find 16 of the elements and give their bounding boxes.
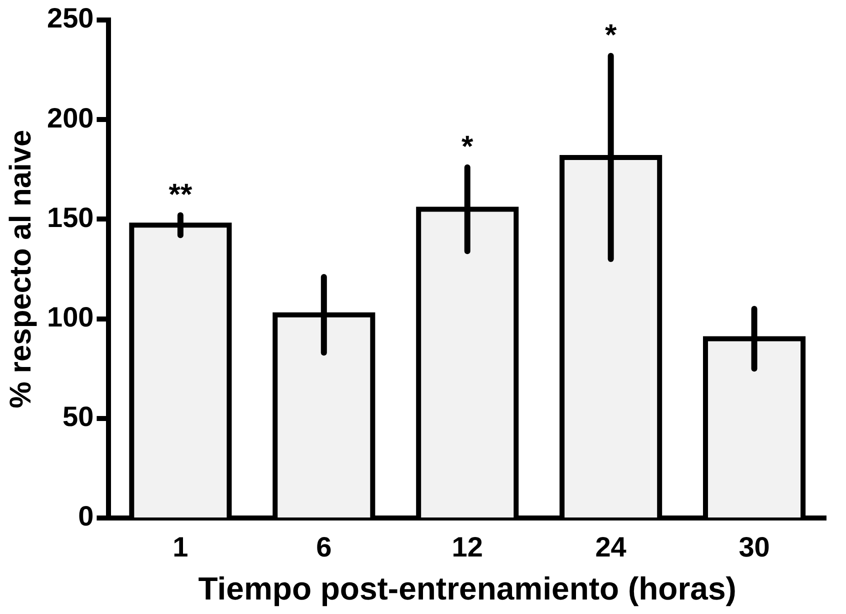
x-tick-label: 6 (316, 532, 332, 563)
y-tick-label: 0 (78, 500, 94, 532)
x-axis-title: Tiempo post-entrenamiento (horas) (198, 570, 736, 607)
x-tick-label: 12 (452, 532, 483, 563)
x-tick-label: 24 (595, 532, 627, 563)
y-tick-label: 150 (47, 202, 94, 233)
annotation: * (604, 19, 617, 52)
y-tick-label: 50 (62, 401, 94, 432)
y-axis-title: % respecto al naive (4, 130, 38, 408)
annotation: * (462, 130, 474, 164)
x-tick-label: 30 (738, 532, 770, 563)
y-tick-label: 200 (47, 102, 94, 134)
y-tick-label: 100 (47, 302, 94, 333)
y-tick-label: 250 (47, 2, 94, 34)
x-tick-label: 1 (172, 532, 188, 563)
annotation: ** (168, 178, 192, 212)
